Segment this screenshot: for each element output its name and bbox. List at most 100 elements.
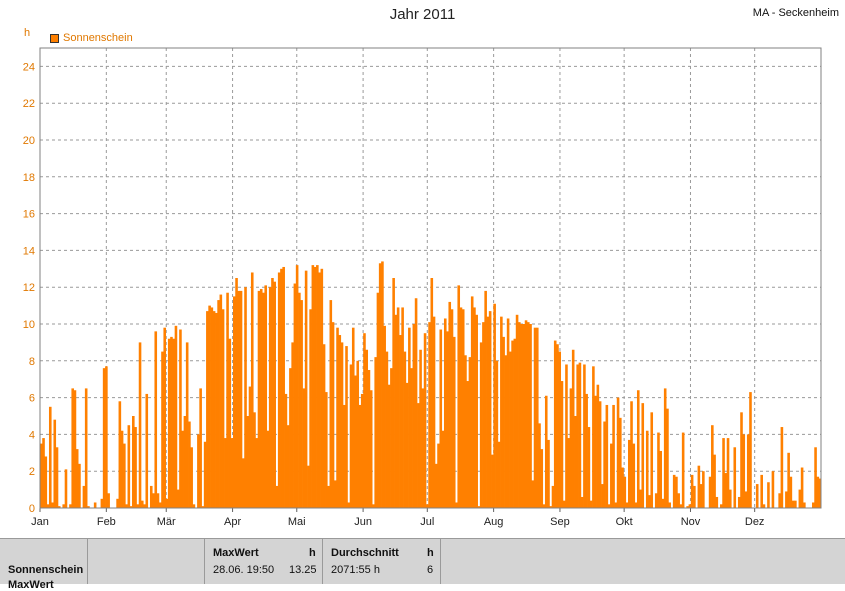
sunshine-bar <box>295 265 299 508</box>
sunshine-bar <box>567 438 570 508</box>
sunshine-bar <box>681 432 685 508</box>
sunshine-bar <box>794 500 797 508</box>
sunshine-bar <box>818 478 822 508</box>
sunshine-bar <box>417 403 420 508</box>
sunshine-bar <box>93 502 97 508</box>
sunshine-bar <box>446 331 449 508</box>
sunshine-bar <box>556 344 559 508</box>
sunshine-bar <box>733 447 737 508</box>
legend-swatch <box>50 33 59 43</box>
sunshine-bar <box>349 364 353 508</box>
sunshine-bar <box>403 351 407 508</box>
sunshine-bar <box>767 482 770 508</box>
sunshine-bar <box>668 502 671 508</box>
sunshine-bar <box>430 278 434 508</box>
sunshine-bar <box>816 476 820 508</box>
sunshine-bar <box>702 471 705 508</box>
stats-avg-cell: Durchschnitt h 2071:55 h 6 <box>323 539 441 584</box>
sunshine-bar <box>437 443 440 508</box>
sunshine-bar <box>158 502 162 508</box>
x-tick-label: Feb <box>97 516 116 528</box>
stats-series-row-label: MaxWert <box>8 579 54 591</box>
x-tick-label: Aug <box>484 516 504 528</box>
sunshine-bar <box>277 272 281 508</box>
sunshine-bar <box>450 309 454 508</box>
sunshine-bar <box>610 443 613 508</box>
sunshine-bar <box>762 504 766 508</box>
sunshine-bar <box>724 473 728 508</box>
sunshine-bar <box>661 498 665 508</box>
sunshine-bar <box>477 506 481 508</box>
sunshine-bar <box>412 324 416 508</box>
sunshine-bar <box>219 294 223 508</box>
sunshine-bar <box>325 392 328 508</box>
sunshine-bar <box>390 368 393 508</box>
sunshine-bar <box>812 502 815 508</box>
sunshine-bar <box>423 333 427 508</box>
sunshine-bar <box>711 425 714 508</box>
sunshine-bar <box>740 412 743 508</box>
sunshine-bar <box>666 408 669 508</box>
stats-series-cell: Sonnenschein MaxWert <box>0 539 88 591</box>
sunshine-bar <box>266 430 270 508</box>
y-tick-label: 2 <box>29 466 35 478</box>
sunshine-bar <box>547 439 550 508</box>
sunshine-bar <box>468 357 472 508</box>
sunshine-bar <box>749 392 752 508</box>
sunshine-bar <box>619 417 622 508</box>
sunshine-bar <box>405 382 409 508</box>
sunshine-bar <box>378 263 382 508</box>
x-tick-label: Sep <box>550 516 570 528</box>
sunshine-bar <box>538 423 541 508</box>
sunshine-bar <box>127 425 131 508</box>
sunshine-bar <box>461 309 465 508</box>
sunshine-bar <box>500 316 503 508</box>
sunshine-bar <box>241 458 245 508</box>
sunshine-bar <box>488 311 492 508</box>
sunshine-bar <box>102 368 106 508</box>
sunshine-bar <box>354 375 357 508</box>
sunshine-bar <box>580 496 584 508</box>
sunshine-bar <box>639 489 642 508</box>
sunshine-bar <box>322 344 326 508</box>
sunshine-bar <box>659 450 662 508</box>
sunshine-bar <box>226 292 229 508</box>
sunshine-bar <box>583 364 586 508</box>
sunshine-bar <box>791 500 795 508</box>
sunshine-bar <box>787 452 790 508</box>
sunshine-bar <box>311 265 315 508</box>
sunshine-bar <box>105 366 108 508</box>
sunshine-bar <box>239 290 243 508</box>
sunshine-bar <box>57 506 61 508</box>
sunshine-bar <box>244 287 247 508</box>
sunshine-bar <box>726 438 730 508</box>
sunshine-bar <box>208 305 211 508</box>
sunshine-bar <box>381 261 384 508</box>
x-tick-label: Dez <box>745 516 765 528</box>
x-tick-label: Mai <box>288 516 306 528</box>
sunshine-bar <box>123 443 126 508</box>
sunshine-bar <box>230 438 234 508</box>
sunshine-bar <box>576 364 579 508</box>
sunshine-bar <box>533 327 537 508</box>
sunshine-bar <box>529 324 532 508</box>
sunshine-bar <box>369 390 373 508</box>
sunshine-bar <box>493 303 496 508</box>
sunshine-bar <box>636 390 640 508</box>
sunshine-bar <box>648 495 651 508</box>
sunshine-bar <box>224 438 227 508</box>
avg-header: Durchschnitt <box>331 547 399 559</box>
sunshine-bar <box>176 489 180 508</box>
sunshine-bar <box>331 322 335 508</box>
sunshine-bar <box>140 500 144 508</box>
sunshine-bar <box>342 404 346 508</box>
sunshine-bar <box>167 338 171 508</box>
sunshine-bar <box>426 504 429 508</box>
sunshine-bar <box>601 484 604 508</box>
sunshine-bar <box>316 265 319 508</box>
sunshine-bar <box>625 502 629 508</box>
x-tick-label: Jul <box>420 516 434 528</box>
sunshine-bar <box>363 333 366 508</box>
sunshine-bar <box>161 351 164 508</box>
